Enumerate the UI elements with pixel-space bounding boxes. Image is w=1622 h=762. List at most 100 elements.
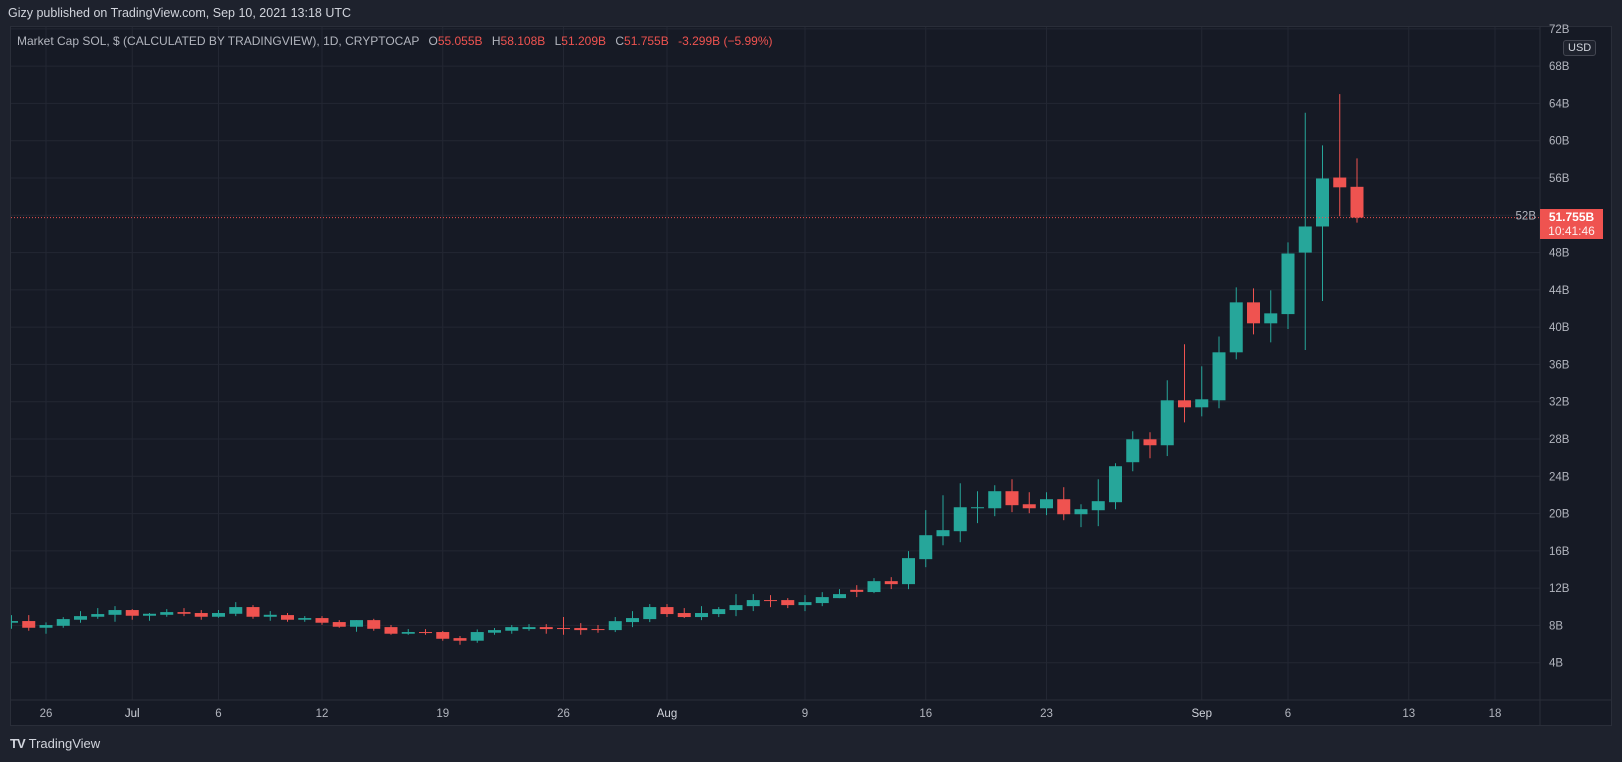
chart-pane[interactable] bbox=[10, 26, 1612, 726]
candle-body bbox=[591, 629, 605, 631]
candle-body bbox=[764, 600, 777, 602]
candle-body bbox=[1109, 466, 1122, 503]
candle-up bbox=[229, 602, 243, 617]
price-tick-label: 72B bbox=[1549, 24, 1570, 36]
legend-low: 51.209B bbox=[561, 34, 607, 48]
candle-up bbox=[1281, 242, 1295, 330]
candle-down bbox=[281, 613, 294, 622]
candle-body bbox=[729, 605, 743, 611]
candle-body bbox=[815, 597, 829, 604]
candle-body bbox=[419, 632, 432, 634]
candle-up bbox=[833, 589, 846, 599]
legend-low-label: L bbox=[554, 34, 562, 48]
legend-close: 51.755B bbox=[624, 34, 669, 48]
price-tick-label: 32B bbox=[1549, 397, 1570, 409]
candle-up bbox=[74, 611, 87, 623]
candle-body bbox=[298, 618, 312, 620]
candle-up bbox=[11, 615, 18, 629]
price-tick-label: 20B bbox=[1549, 509, 1570, 521]
candle-up bbox=[953, 483, 967, 543]
candle-down bbox=[1247, 288, 1260, 335]
candle-body bbox=[1195, 399, 1209, 408]
tradingview-logo-icon[interactable]: TV bbox=[10, 736, 26, 751]
candle-up bbox=[1298, 112, 1312, 350]
candle-up bbox=[712, 607, 726, 618]
candle-body bbox=[1298, 226, 1312, 253]
candle-body bbox=[557, 628, 570, 630]
candle-down bbox=[574, 623, 588, 635]
candle-body bbox=[401, 632, 415, 634]
candle-down bbox=[677, 608, 691, 619]
bar-countdown: 10:41:46 bbox=[1548, 224, 1595, 238]
candle-body bbox=[1350, 186, 1364, 218]
candle-down bbox=[1143, 432, 1157, 459]
price-tick-label: 60B bbox=[1549, 136, 1570, 148]
price-tick-label: 40B bbox=[1549, 322, 1570, 334]
candle-up bbox=[902, 551, 915, 590]
candle-down bbox=[367, 618, 381, 631]
time-tick-label: 26 bbox=[40, 708, 53, 720]
candle-up bbox=[867, 578, 881, 594]
legend-close-label: C bbox=[615, 34, 625, 48]
candle-body bbox=[677, 613, 691, 618]
price-tick-label: 4B bbox=[1549, 658, 1563, 670]
candle-down bbox=[436, 631, 450, 641]
candle-body bbox=[488, 630, 501, 633]
candle-body bbox=[902, 558, 915, 585]
candle-body bbox=[470, 632, 484, 641]
candle-body bbox=[781, 600, 795, 606]
time-tick-label: 12 bbox=[316, 708, 329, 720]
candle-up bbox=[1229, 287, 1243, 360]
candle-body bbox=[56, 619, 70, 626]
candle-up bbox=[815, 592, 829, 607]
legend: Market Cap SOL, $ (CALCULATED BY TRADING… bbox=[17, 34, 772, 48]
candle-down bbox=[22, 615, 36, 631]
candle-up bbox=[298, 616, 312, 622]
currency-button[interactable]: USD bbox=[1563, 40, 1597, 56]
candle-body bbox=[522, 627, 536, 630]
legend-symbol: Market Cap SOL, $ (CALCULATED BY TRADING… bbox=[17, 34, 420, 48]
candle-up bbox=[56, 617, 70, 628]
candle-up bbox=[1091, 479, 1105, 527]
candle-up bbox=[1074, 504, 1088, 528]
candle-down bbox=[194, 610, 208, 620]
candle-up bbox=[1160, 380, 1174, 457]
legend-high-label: H bbox=[491, 34, 501, 48]
candle-down bbox=[781, 598, 795, 609]
candle-up bbox=[91, 608, 105, 619]
candle-up bbox=[350, 620, 363, 632]
candle-body bbox=[1229, 302, 1243, 353]
time-axis: 26 Jul 6 12 19 26 Aug 9 16 23 Sep 6 13 18 bbox=[40, 708, 1502, 720]
price-tick-label: 52B bbox=[1516, 210, 1537, 222]
time-tick-label: 6 bbox=[215, 708, 221, 720]
candle-down bbox=[1350, 158, 1364, 223]
time-tick-label: Sep bbox=[1192, 708, 1212, 720]
candle-body bbox=[712, 609, 726, 615]
candle-body bbox=[263, 614, 277, 617]
time-tick-label: Jul bbox=[125, 708, 140, 720]
candle-up bbox=[1264, 290, 1278, 343]
candle-body bbox=[1022, 504, 1036, 509]
candle-body bbox=[160, 612, 174, 615]
candle-body bbox=[108, 610, 122, 615]
candle-body bbox=[1143, 439, 1157, 446]
candle-down bbox=[764, 595, 777, 608]
price-tick-label: 44B bbox=[1549, 285, 1570, 297]
time-tick-label: 26 bbox=[557, 708, 570, 720]
candle-body bbox=[1264, 313, 1278, 324]
price-tick-label: 48B bbox=[1549, 248, 1570, 260]
candle-up bbox=[401, 629, 415, 635]
candle-body bbox=[953, 507, 967, 532]
legend-change: -3.299B (−5.99%) bbox=[678, 34, 773, 48]
candle-body bbox=[74, 616, 87, 620]
last-price-value: 51.755B bbox=[1548, 210, 1595, 224]
legend-open-label: O bbox=[428, 34, 438, 48]
candle-body bbox=[11, 621, 18, 623]
candle-up bbox=[729, 594, 743, 617]
candle-body bbox=[867, 581, 881, 593]
candle-up bbox=[1126, 431, 1140, 472]
brand-name[interactable]: TradingView bbox=[28, 736, 101, 751]
candle-up bbox=[505, 625, 519, 634]
candle-body bbox=[919, 535, 933, 560]
